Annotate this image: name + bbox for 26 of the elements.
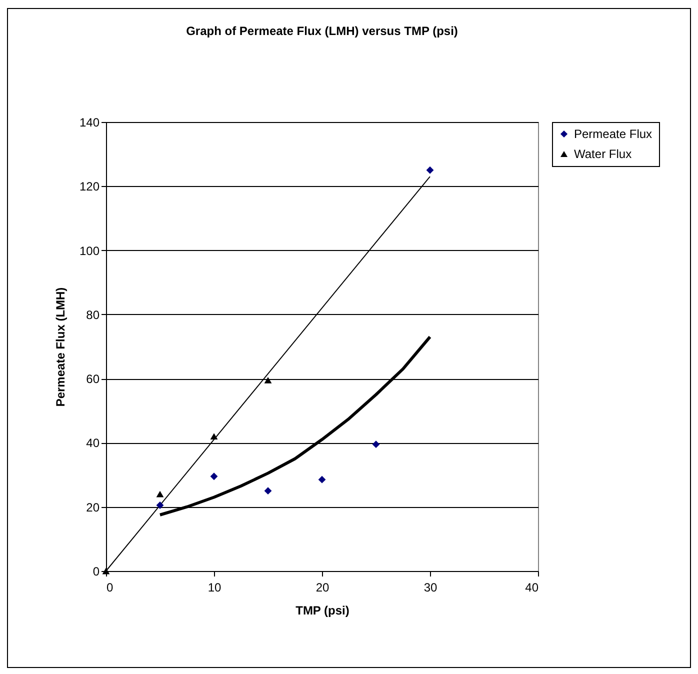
point (426, 166, 434, 174)
point (264, 376, 272, 384)
point (264, 487, 272, 495)
x-tick-label: 0 (106, 580, 114, 594)
point (372, 440, 380, 448)
point (156, 490, 164, 498)
point (318, 476, 326, 484)
x-tick-label: 20 (316, 580, 330, 594)
y-axis-title: Permeate Flux (LMH) (53, 287, 68, 407)
x-axis-title: TMP (psi) (296, 604, 350, 618)
y-tick-label: 20 (86, 500, 100, 514)
point (210, 433, 218, 440)
y-tick-label: 140 (79, 116, 100, 130)
y-tick-label: 120 (79, 180, 100, 194)
x-tick-label: 40 (525, 580, 539, 594)
x-tick-label: 10 (208, 580, 222, 594)
chart-title: Graph of Permeate Flux (LMH) versus TMP (psi) (186, 24, 458, 38)
y-tick-label: 0 (92, 564, 100, 578)
point (210, 472, 218, 480)
x-tick-label: 30 (424, 580, 438, 594)
legend-label: Permeate Flux (574, 127, 652, 141)
y-tick-label: 40 (86, 436, 100, 450)
y-tick-label: 80 (86, 308, 100, 322)
legend-label: Water Flux (574, 147, 632, 161)
y-tick-label: 60 (86, 372, 100, 386)
y-tick-label: 100 (79, 244, 100, 258)
